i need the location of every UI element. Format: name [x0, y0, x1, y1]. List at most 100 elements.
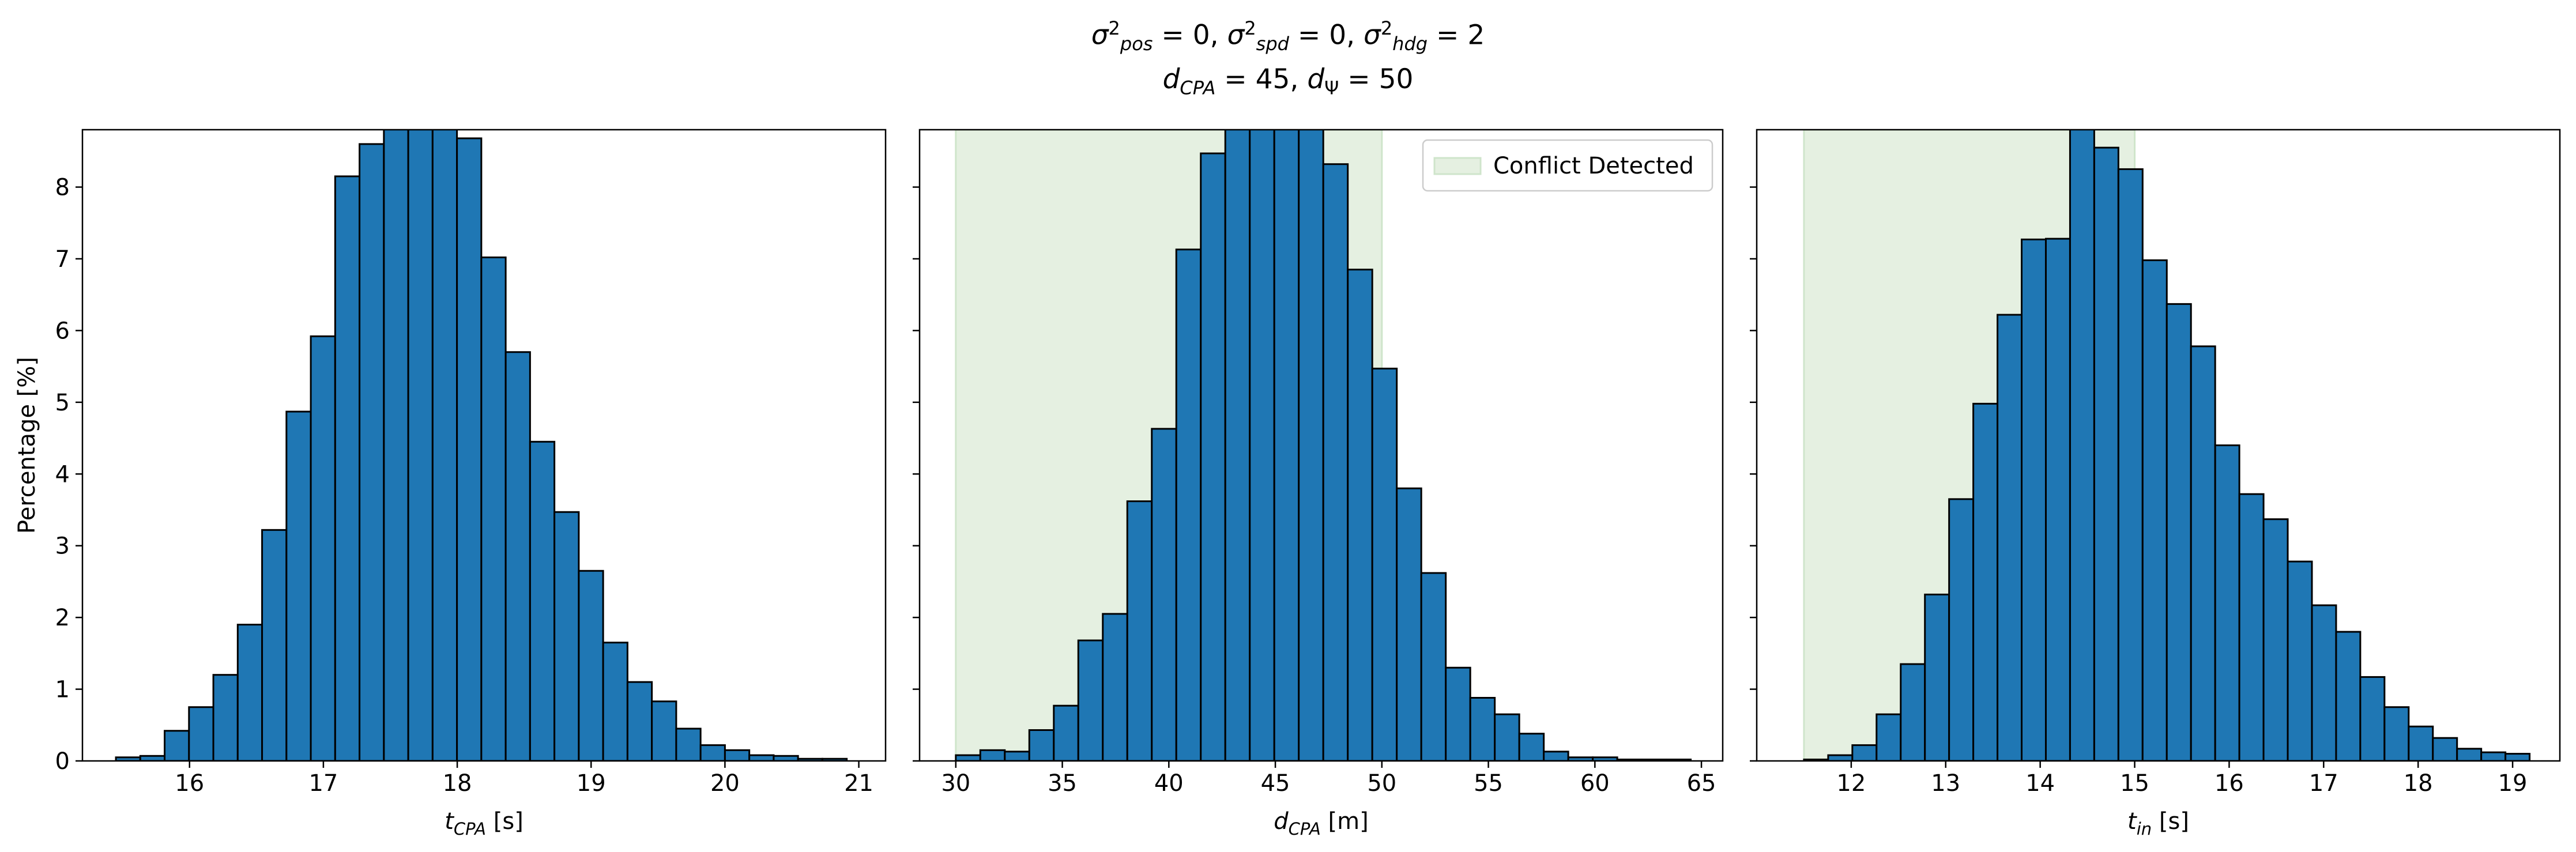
x-tick-label: 45 [1261, 770, 1290, 797]
histogram-bar [1102, 613, 1128, 761]
histogram-bar [699, 744, 726, 761]
y-tick-label: 0 [55, 748, 70, 775]
histogram-bar [1518, 733, 1545, 761]
histogram-bar [2311, 604, 2337, 761]
histogram-bar [2141, 259, 2168, 761]
x-tick-label: 16 [2215, 770, 2244, 797]
panel-dcpa: 30 35 40 45 50 55 60 65 dCPA [m] Conflict Detecte… [913, 129, 1724, 839]
histogram-bar [359, 143, 385, 761]
histogram-bar [1322, 163, 1349, 761]
x-tick-label: 19 [577, 770, 606, 797]
histogram-bar [407, 130, 434, 761]
histogram-bar [1273, 130, 1300, 761]
histogram-bar [1126, 500, 1153, 761]
histogram-bar [334, 175, 361, 761]
histogram-bar [188, 706, 214, 761]
histogram-bar [2383, 706, 2410, 761]
histogram-bar [2480, 751, 2507, 761]
panel-tcpa: 16 17 18 19 20 21 0 1 2 3 4 5 6 7 8 tCPA [s] Percentage … [14, 129, 887, 839]
x-tick-label: 18 [2404, 770, 2433, 797]
histogram-bar [1396, 487, 1422, 761]
histogram-bar [1543, 751, 1569, 761]
y-tick-label: 2 [55, 605, 70, 631]
x-tick-label: 55 [1474, 770, 1503, 797]
histogram-bar [553, 511, 580, 761]
y-tick-label: 7 [55, 246, 70, 273]
figure-title: σ2pos = 0, σ2spd = 0, σ2hdg = 2 dCPA = 4… [0, 10, 2576, 105]
y-tick-label: 1 [55, 677, 70, 703]
histogram-bar [2214, 444, 2240, 761]
x-tick-label: 35 [1048, 770, 1077, 797]
histogram-bar [504, 351, 531, 761]
histogram-bar [2262, 518, 2289, 761]
legend: Conflict Detected [1422, 139, 1713, 192]
x-tick-label: 21 [844, 770, 873, 797]
histogram-bar [2287, 560, 2313, 761]
histogram-bar [773, 755, 799, 761]
histogram-bar [529, 440, 556, 761]
x-tick-label: 12 [1836, 770, 1866, 797]
histogram-bar [955, 754, 981, 761]
x-axis-label: dCPA [m] [1274, 808, 1368, 839]
y-axis-label: Percentage [%] [14, 357, 40, 534]
histogram-bar [164, 730, 190, 761]
histogram-bar [1851, 744, 1878, 761]
plot-area [955, 130, 1692, 761]
plot-area [115, 130, 848, 761]
histogram-bar [1875, 713, 1902, 761]
histogram-bar [456, 137, 483, 761]
histogram-bar [1827, 754, 1854, 761]
histogram-bar [2117, 168, 2144, 761]
x-tick-label: 18 [443, 770, 472, 797]
histogram-bar [1004, 751, 1030, 761]
x-tick-label: 40 [1154, 770, 1184, 797]
histogram-bar [1900, 663, 1926, 761]
histogram-bar [212, 674, 239, 761]
x-tick-label: 13 [1931, 770, 1960, 797]
axes-frame [81, 129, 887, 762]
histogram-bar [2069, 130, 2095, 761]
legend-label: Conflict Detected [1493, 153, 1694, 179]
histogram-bar [651, 700, 677, 761]
histogram-bar [1298, 130, 1324, 761]
histogram-bar [2238, 493, 2265, 761]
histogram-bar [1494, 713, 1520, 761]
histogram-bar [1445, 666, 1471, 761]
histogram-bar [1972, 402, 1999, 761]
histogram-bar [1420, 572, 1447, 761]
histogram-bar [1200, 152, 1226, 761]
histogram-bar [261, 529, 288, 761]
y-tick-label: 4 [55, 461, 70, 488]
panel-tin: 12 13 14 15 16 17 18 19 tin [s] [1750, 129, 2561, 839]
y-tick-label: 8 [55, 175, 70, 201]
histogram-bar [578, 570, 604, 761]
x-tick-label: 16 [175, 770, 204, 797]
histogram-bar [626, 681, 653, 761]
histogram-bar [979, 749, 1006, 761]
histogram-bar [2044, 237, 2071, 761]
histogram-bar [236, 624, 263, 761]
x-axis-label: tCPA [s] [445, 808, 524, 839]
histogram-bar [1347, 269, 1373, 761]
histogram-bar [1997, 314, 2023, 761]
histogram-bar [1924, 593, 1950, 761]
histogram-bar [1371, 367, 1398, 761]
histogram-bar [2335, 631, 2362, 761]
histogram-bar [1077, 639, 1104, 761]
x-tick-label: 14 [2025, 770, 2055, 797]
histogram-bar [821, 757, 848, 761]
x-tick-label: 17 [2309, 770, 2338, 797]
x-tick-label: 15 [2120, 770, 2149, 797]
y-tick-label: 5 [55, 390, 70, 416]
histogram-bar [1175, 248, 1202, 761]
histogram-bar [2505, 753, 2531, 761]
plot-area [1803, 130, 2531, 761]
histogram-bar [1469, 697, 1496, 761]
histogram-bar [2021, 238, 2047, 761]
x-tick-label: 30 [941, 770, 970, 797]
histogram-bar [1224, 130, 1251, 761]
x-tick-label: 17 [308, 770, 338, 797]
histogram-bar [2408, 725, 2434, 761]
histogram-bar [724, 749, 751, 761]
